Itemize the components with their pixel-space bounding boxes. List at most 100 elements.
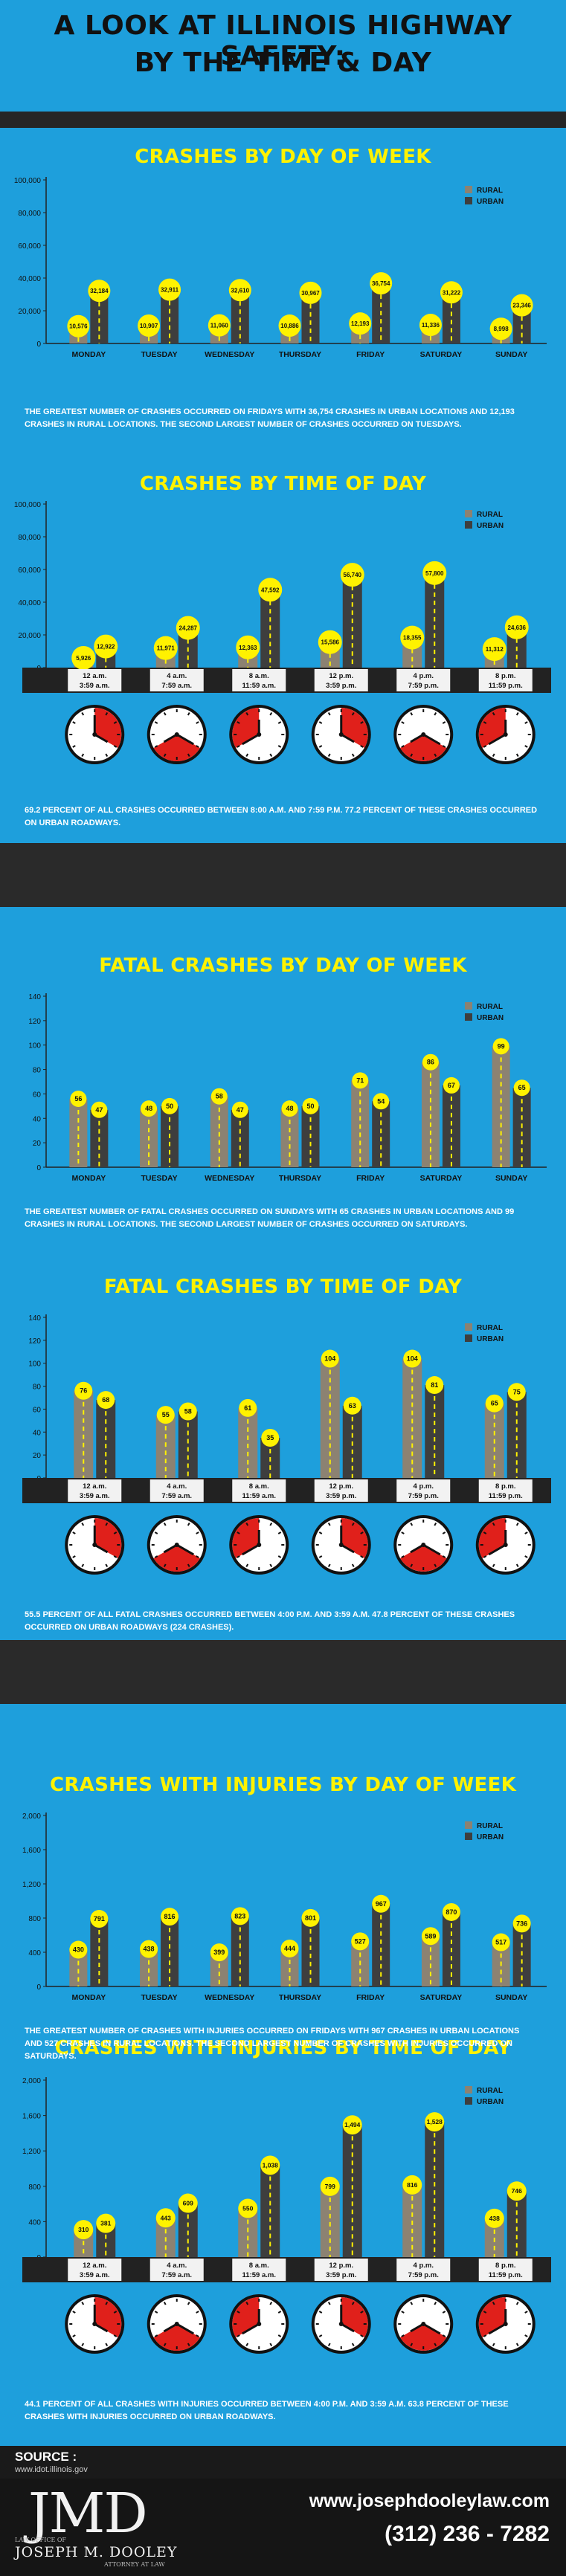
time-label-plate [149,669,204,691]
clock-tick [245,1523,249,1526]
clock-tick [72,721,76,724]
x-tick-label: 3:59 a.m. [80,1492,110,1500]
clock-tick [163,753,167,757]
x-tick-label: MONDAY [72,350,106,359]
x-tick-label: 8 a.m. [249,2262,269,2270]
clock-tick [492,2302,495,2305]
data-label: 81 [431,1381,438,1389]
x-tick-label: THURSDAY [279,1174,321,1183]
data-label-bubble [343,1396,361,1415]
y-tick-label: 40,000 [18,275,41,283]
data-label-bubble [228,279,251,302]
clock-hand [163,733,178,743]
data-label-bubble [425,2112,445,2132]
x-tick-label: FRIDAY [356,350,385,359]
data-label-bubble [482,637,506,662]
data-label: 11,336 [422,322,440,329]
clock-tick [318,2334,323,2337]
note-injury-time: 44.1 percent of all crashes with injurie… [25,2400,509,2421]
data-label-bubble [320,2176,340,2196]
clock-hand [163,1543,178,1554]
note-fatal-time: 55.5 percent of all fatal crashes occurr… [25,1610,515,1632]
data-label-bubble [210,1943,228,1962]
clock-tick [105,2343,109,2346]
data-label-bubble [238,2198,258,2218]
clock-tick [105,753,109,757]
data-label: 791 [94,1915,105,1923]
data-label: 550 [242,2205,253,2212]
x-tick-label: 12 p.m. [329,1482,353,1491]
x-tick-label: TUESDAY [141,1174,177,1183]
clock-center [503,732,508,737]
data-label-bubble [178,2193,198,2213]
data-label: 30,967 [301,290,320,297]
clock-tick [237,1531,240,1534]
data-label: 746 [512,2187,522,2195]
legend-swatch-rural [465,1821,472,1829]
data-label: 24,636 [508,624,527,631]
clock-tick [72,745,76,748]
x-tick-label: 4 a.m. [167,1482,187,1491]
clock-tick [277,745,282,748]
data-label: 12,922 [97,644,115,651]
legend-swatch-rural [465,186,472,193]
x-tick-label: 3:59 p.m. [326,1492,356,1500]
y-tick-label: 400 [28,1949,41,1957]
data-label: 67 [448,1082,455,1089]
clock-tick [105,712,109,716]
clock-tick [277,2334,282,2337]
data-label-bubble [239,1398,257,1417]
x-tick-label: SATURDAY [420,1174,463,1183]
clock-tick [515,2302,519,2305]
clock-tick [327,712,331,716]
clock-tick [492,2343,495,2346]
data-label-bubble [321,1349,339,1368]
clock-tick [113,1531,118,1534]
clock-tick [113,1555,118,1558]
website-link[interactable]: www.josephdooleylaw.com [309,2491,550,2511]
time-label-plate [149,1479,204,1502]
clock-tick [269,753,273,757]
clock-tick [154,2334,158,2337]
time-label-plate [68,669,122,691]
clock-tick [442,2334,446,2337]
bar-rural [320,2186,340,2257]
data-label-bubble [443,1076,460,1094]
chart-injury-by-time: 04008001,2001,6002,000RURALURBAN31038112… [22,2077,551,2354]
clock-tick [196,1531,199,1534]
y-tick-label: 1,600 [22,1847,41,1855]
chart-fatal-by-day: 0 20 40 60 80 100 120 140 RURAL URBAN 56 47 MONDAY 48… [28,993,547,1183]
data-label-bubble [506,2181,527,2201]
x-tick-label: SUNDAY [495,350,527,359]
source-label: SOURCE : [15,2450,77,2464]
x-tick-label: MONDAY [72,1174,106,1183]
clock-tick [360,1555,364,1558]
clock-tick [492,753,495,757]
y-tick-label: 1,600 [22,2113,41,2121]
clock-tick [515,1563,519,1567]
legend-swatch-rural [465,1323,472,1331]
clock-tick [442,721,446,724]
clock-hand [176,2322,195,2335]
legend-label-urban: URBAN [477,1014,504,1022]
data-label: 48 [286,1105,293,1112]
clock-tick [434,1563,437,1567]
clock-tick [187,1523,190,1526]
data-label-bubble [208,314,231,337]
note-crashes-time: 69.2 percent of all crashes occurred bet… [25,806,538,827]
data-label-bubble [261,1429,280,1447]
time-label-plate [314,2259,368,2281]
clock-tick [515,1523,519,1526]
source-link[interactable]: www.idot.illinois.gov [15,2465,88,2474]
clock-tick [515,2343,519,2346]
chart-crashes-by-day: 0 20,000 40,000 60,000 80,000 100,000 RURAL URB… [14,177,547,359]
clock-center [92,2322,97,2326]
clock-tick [113,2334,118,2337]
clock-tick [524,1555,528,1558]
data-label-bubble [513,1079,530,1097]
clock-hand [488,2322,506,2335]
x-tick-label: 11:59 a.m. [242,2271,276,2279]
legend-swatch-rural [465,1002,472,1010]
data-label-bubble [88,280,111,303]
phone-number[interactable]: (312) 236 - 7282 [385,2522,550,2546]
